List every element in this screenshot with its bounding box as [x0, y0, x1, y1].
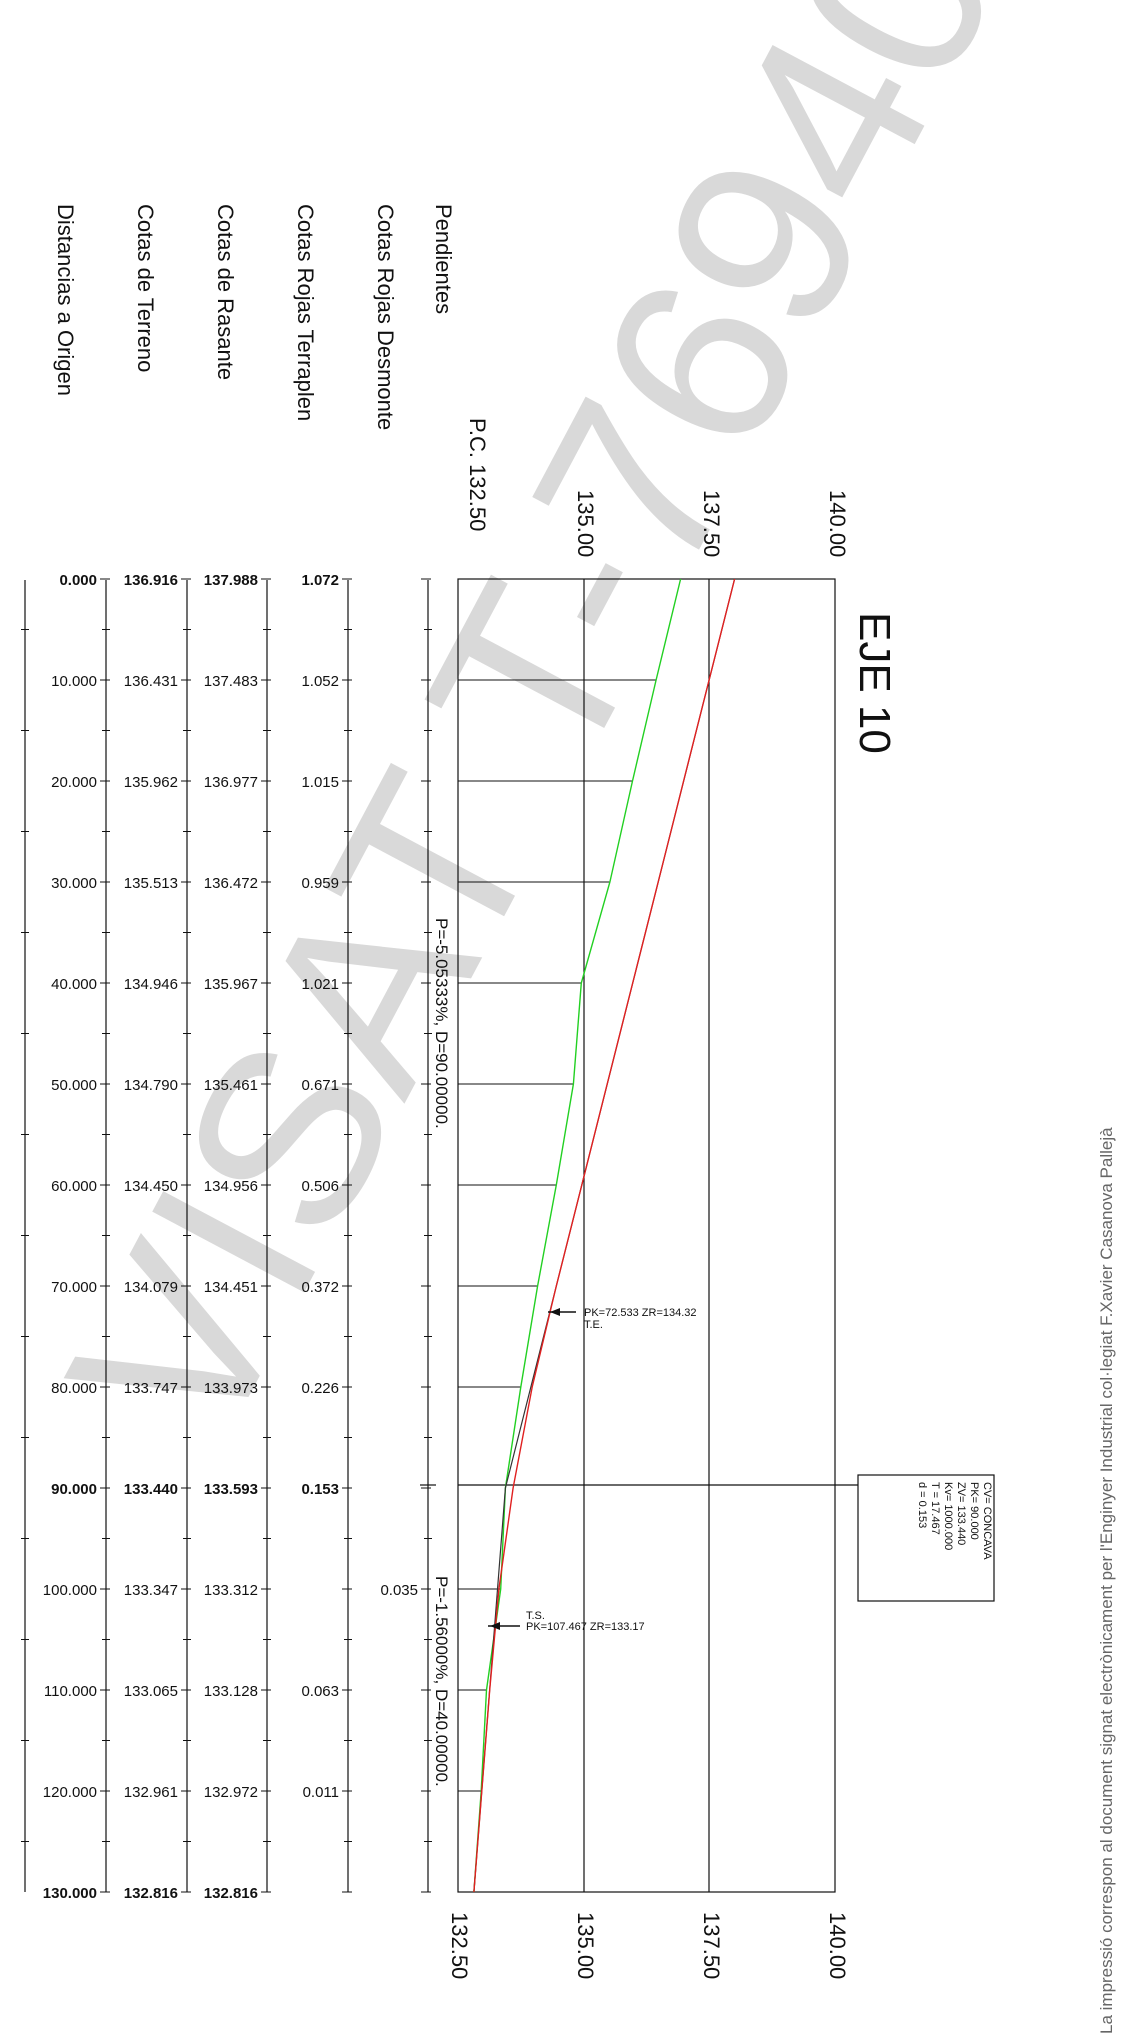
station-dist-value: 0.000	[59, 572, 97, 589]
station-terreno-value: 134.790	[124, 1077, 178, 1094]
station-terraplen-value: 1.015	[301, 774, 339, 791]
station-terraplen-value: 0.063	[301, 1683, 339, 1700]
station-terreno-value: 134.450	[124, 1178, 178, 1195]
vc-line: PK= 90.000	[968, 1482, 980, 1540]
station-dist-value: 70.000	[51, 1279, 97, 1296]
station-rasante-value: 133.312	[204, 1582, 258, 1599]
station-rasante-value: 132.816	[204, 1885, 258, 1902]
station-dist-value: 10.000	[51, 673, 97, 690]
row-label-distancias: Distancias a Origen	[53, 204, 78, 396]
station-terreno-value: 136.431	[124, 673, 178, 690]
te-text: T.E.	[584, 1319, 603, 1331]
station-terreno-value: 132.816	[124, 1885, 178, 1902]
station-dist-value: 80.000	[51, 1380, 97, 1397]
station-rasante-value: 132.972	[204, 1784, 258, 1801]
slope-label: P=-1.56000%, D=40.00000.	[432, 1576, 451, 1787]
station-rasante-value: 134.956	[204, 1178, 258, 1195]
station-terraplen-value: 0.959	[301, 875, 339, 892]
station-dist-value: 90.000	[51, 1481, 97, 1498]
station-terreno-value: 132.961	[124, 1784, 178, 1801]
vc-line: CV= CONCAVA	[981, 1482, 993, 1560]
station-rasante-value: 136.977	[204, 774, 258, 791]
te-annotation: PK=72.533 ZR=134.32 T.E.	[548, 1307, 697, 1331]
station-desmonte-value: 0.035	[380, 1582, 418, 1599]
elevation-bottom-label: 132.50	[447, 1912, 472, 1979]
elevation-bottom-label: 135.00	[573, 1912, 598, 1979]
pc-label: P.C. 132.50	[465, 418, 490, 531]
row-label-terreno: Cotas de Terreno	[133, 204, 158, 372]
ts-annotation: T.S. PK=107.467 ZR=133.17	[488, 1610, 645, 1633]
side-note: La impressió correspon al document signa…	[1097, 1127, 1116, 2034]
station-rasante-value: 136.472	[204, 875, 258, 892]
station-terreno-value: 133.065	[124, 1683, 178, 1700]
station-terreno-value: 133.747	[124, 1380, 178, 1397]
station-terraplen-value: 1.021	[301, 976, 339, 993]
ts-arrowhead	[490, 1622, 500, 1630]
station-rasante-value: 137.483	[204, 673, 258, 690]
ts-text: T.S.	[526, 1610, 545, 1622]
station-terreno-value: 133.440	[124, 1481, 178, 1498]
profile-frame	[457, 578, 858, 1893]
terrain-profile-line	[473, 578, 682, 1893]
station-rasante-value: 134.451	[204, 1279, 258, 1296]
station-dist-value: 60.000	[51, 1178, 97, 1195]
elevation-top-label: 140.00	[825, 490, 850, 557]
station-terraplen-value: 0.226	[301, 1380, 339, 1397]
elevation-bottom-label: 137.50	[699, 1912, 724, 1979]
station-rasante-value: 133.128	[204, 1683, 258, 1700]
elevation-bottom-label: 140.00	[825, 1912, 850, 1979]
vc-line: Kv= 1000.000	[942, 1482, 954, 1550]
elevation-labels-bottom: 132.50 135.00 137.50 140.00	[447, 1912, 850, 1979]
station-rasante-value: 135.967	[204, 976, 258, 993]
station-terraplen-value: 0.372	[301, 1279, 339, 1296]
station-terreno-value: 136.916	[124, 572, 178, 589]
station-terraplen-value: 1.052	[301, 673, 339, 690]
station-terreno-value: 134.079	[124, 1279, 178, 1296]
station-dist-value: 40.000	[51, 976, 97, 993]
station-terreno-value: 135.513	[124, 875, 178, 892]
station-terreno-value: 133.347	[124, 1582, 178, 1599]
station-terraplen-value: 0.506	[301, 1178, 339, 1195]
station-dist-value: 50.000	[51, 1077, 97, 1094]
station-dist-value: 130.000	[43, 1885, 97, 1902]
elevation-top-label: 137.50	[699, 490, 724, 557]
ts-text: PK=107.467 ZR=133.17	[526, 1621, 645, 1633]
station-terraplen-value: 1.072	[301, 572, 339, 589]
station-rasante-value: 135.461	[204, 1077, 258, 1094]
station-dist-value: 30.000	[51, 875, 97, 892]
vc-line: ZV= 133.440	[955, 1482, 967, 1545]
station-terraplen-value: 0.671	[301, 1077, 339, 1094]
station-terreno-value: 135.962	[124, 774, 178, 791]
station-rasante-value: 137.988	[204, 572, 258, 589]
grade-profile-line	[473, 578, 736, 1893]
vc-line: d = 0.153	[916, 1482, 928, 1528]
plot-border	[457, 578, 836, 1893]
station-dist-value: 110.000	[44, 1683, 97, 1700]
slope-label: P=-5.05333%, D=90.00000.	[432, 918, 451, 1129]
station-rows: 0.000 136.916 137.988 1.072 10.000 136.431 137…	[21, 572, 657, 1902]
page-title: EJE 10	[850, 612, 899, 754]
row-label-pendientes: Pendientes	[431, 204, 456, 314]
station-rasante-value: 133.593	[204, 1481, 258, 1498]
row-label-rasante: Cotas de Rasante	[213, 204, 238, 380]
station-terraplen-value: 0.153	[301, 1481, 339, 1498]
profile-lines	[473, 578, 736, 1893]
station-rasante-value: 133.973	[204, 1380, 258, 1397]
elevation-labels-top: 135.00 137.50 140.00	[573, 490, 850, 557]
row-label-terraplen: Cotas Rojas Terraplen	[293, 204, 318, 421]
row-labels: Pendientes Cotas Rojas Desmonte Cotas Ro…	[53, 204, 456, 430]
vc-border	[857, 1474, 995, 1602]
station-terreno-value: 134.946	[124, 976, 178, 993]
row-label-desmonte: Cotas Rojas Desmonte	[373, 204, 398, 430]
station-dist-value: 120.000	[43, 1784, 97, 1801]
elevation-top-label: 135.00	[573, 490, 598, 557]
te-text: PK=72.533 ZR=134.32	[584, 1307, 697, 1319]
station-dist-value: 20.000	[51, 774, 97, 791]
vc-line: T = 17.467	[929, 1482, 941, 1535]
station-dist-value: 100.000	[43, 1582, 97, 1599]
te-arrowhead	[550, 1308, 560, 1316]
station-terraplen-value: 0.011	[303, 1784, 339, 1801]
